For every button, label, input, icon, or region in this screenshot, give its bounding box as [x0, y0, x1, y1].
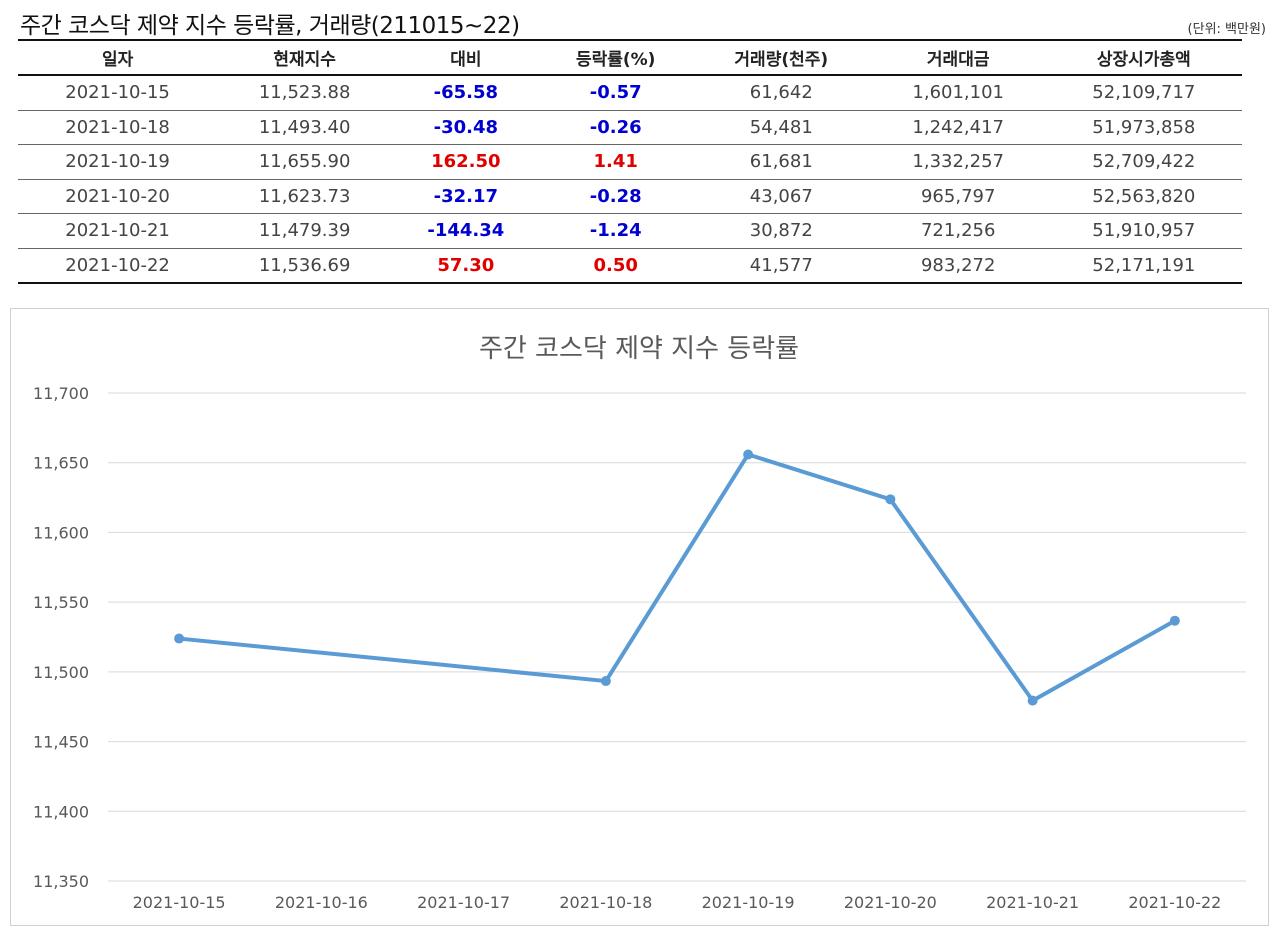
table-cell: 11,655.90: [217, 144, 393, 180]
y-tick-label: 11,450: [33, 733, 89, 752]
table-cell: 52,709,422: [1045, 144, 1242, 180]
y-tick-label: 11,650: [33, 454, 89, 473]
x-tick-label: 2021-10-18: [559, 893, 652, 912]
x-tick-label: 2021-10-15: [133, 893, 226, 912]
x-tick-label: 2021-10-22: [1128, 893, 1221, 912]
chart-title: 주간 코스닥 제약 지수 등락률: [479, 334, 799, 364]
table-cell: 2021-10-20: [18, 179, 218, 214]
index-table: 일자 현재지수 대비 등락률(%) 거래량(천주) 거래대금 상장시가총액 2021-10-…: [18, 39, 1242, 284]
table-cell: 11,479.39: [217, 213, 393, 249]
column-header: 대비: [392, 39, 540, 76]
table-cell: -0.26: [539, 110, 692, 145]
table-row: 2021-10-19 11,655.90 162.50 1.41 61,681 1,332…: [18, 144, 1242, 180]
y-tick-label: 11,500: [33, 663, 89, 682]
table-cell: 51,910,957: [1045, 213, 1242, 249]
data-point: [1169, 615, 1180, 626]
y-tick-label: 11,700: [33, 384, 89, 403]
data-point: [885, 494, 896, 505]
y-tick-label: 11,550: [33, 593, 89, 612]
y-tick-label: 11,600: [33, 523, 89, 542]
table-cell: 11,623.73: [217, 179, 393, 214]
data-point: [743, 449, 754, 460]
table-cell: 1,242,417: [870, 110, 1046, 145]
x-tick-label: 2021-10-17: [417, 893, 510, 912]
table-cell: 2021-10-18: [18, 110, 218, 145]
line-chart: 주간 코스닥 제약 지수 등락률 11,350 11,400 11,450 11,500…: [10, 308, 1269, 926]
table-cell: 43,067: [691, 179, 871, 214]
column-header: 거래대금: [870, 39, 1046, 76]
table-header: 일자 현재지수 대비 등락률(%) 거래량(천주) 거래대금 상장시가총액: [18, 39, 1242, 76]
table-cell: 30,872: [691, 213, 871, 249]
table-cell: 11,523.88: [217, 75, 393, 111]
table-cell: 983,272: [870, 248, 1046, 284]
table-cell: 162.50: [392, 144, 540, 180]
chart-svg: 주간 코스닥 제약 지수 등락률 11,350 11,400 11,450 11,500…: [33, 334, 1246, 912]
table-cell: -0.57: [539, 75, 692, 111]
table-cell: 41,577: [691, 248, 871, 284]
table-row: 2021-10-22 11,536.69 57.30 0.50 41,577 983,27…: [18, 248, 1242, 284]
table-cell: -144.34: [392, 213, 540, 249]
table-cell: 2021-10-15: [18, 75, 218, 111]
y-tick-label: 11,400: [33, 802, 89, 821]
table-cell: 1,601,101: [870, 75, 1046, 111]
x-tick-label: 2021-10-21: [986, 893, 1079, 912]
table-cell: -32.17: [392, 179, 540, 214]
data-point: [600, 676, 611, 687]
unit-label: (단위: 백만원): [1187, 22, 1266, 37]
table-cell: 2021-10-22: [18, 248, 218, 284]
table-cell: -65.58: [392, 75, 540, 111]
x-tick-label: 2021-10-19: [702, 893, 795, 912]
page-title: 주간 코스닥 제약 지수 등락률, 거래량(211015~22): [20, 13, 520, 39]
table-cell: 11,536.69: [217, 248, 393, 284]
column-header: 현재지수: [217, 39, 393, 76]
table-cell: 721,256: [870, 213, 1046, 249]
table-cell: 2021-10-21: [18, 213, 218, 249]
table-cell: 57.30: [392, 248, 540, 284]
series-line: [178, 452, 1176, 703]
y-tick-label: 11,350: [33, 872, 89, 891]
data-point: [174, 633, 185, 644]
table-cell: 61,681: [691, 144, 871, 180]
table-cell: -1.24: [539, 213, 692, 249]
table-cell: 965,797: [870, 179, 1046, 214]
table-cell: 0.50: [539, 248, 692, 284]
table-cell: 11,493.40: [217, 110, 393, 145]
table-row: 2021-10-21 11,479.39 -144.34 -1.24 30,872 721…: [18, 213, 1242, 249]
table-cell: 52,109,717: [1045, 75, 1242, 111]
x-tick-label: 2021-10-16: [275, 893, 368, 912]
table-cell: 51,973,858: [1045, 110, 1242, 145]
table-cell: 1.41: [539, 144, 692, 180]
data-point: [1027, 695, 1038, 706]
column-header: 상장시가총액: [1045, 39, 1242, 76]
column-header: 일자: [18, 39, 218, 76]
table-cell: 1,332,257: [870, 144, 1046, 180]
table-row: 2021-10-18 11,493.40 -30.48 -0.26 54,481 1,24…: [18, 110, 1242, 145]
table-cell: 61,642: [691, 75, 871, 111]
table-cell: -0.28: [539, 179, 692, 214]
column-header: 등락률(%): [539, 39, 692, 76]
x-tick-label: 2021-10-20: [844, 893, 937, 912]
table-cell: 52,171,191: [1045, 248, 1242, 284]
table-cell: 2021-10-19: [18, 144, 218, 180]
column-header: 거래량(천주): [691, 39, 871, 76]
table-cell: -30.48: [392, 110, 540, 145]
table-cell: 54,481: [691, 110, 871, 145]
table-cell: 52,563,820: [1045, 179, 1242, 214]
table-row: 2021-10-15 11,523.88 -65.58 -0.57 61,642 1,60…: [18, 75, 1242, 111]
table-row: 2021-10-20 11,623.73 -32.17 -0.28 43,067 965,…: [18, 179, 1242, 214]
